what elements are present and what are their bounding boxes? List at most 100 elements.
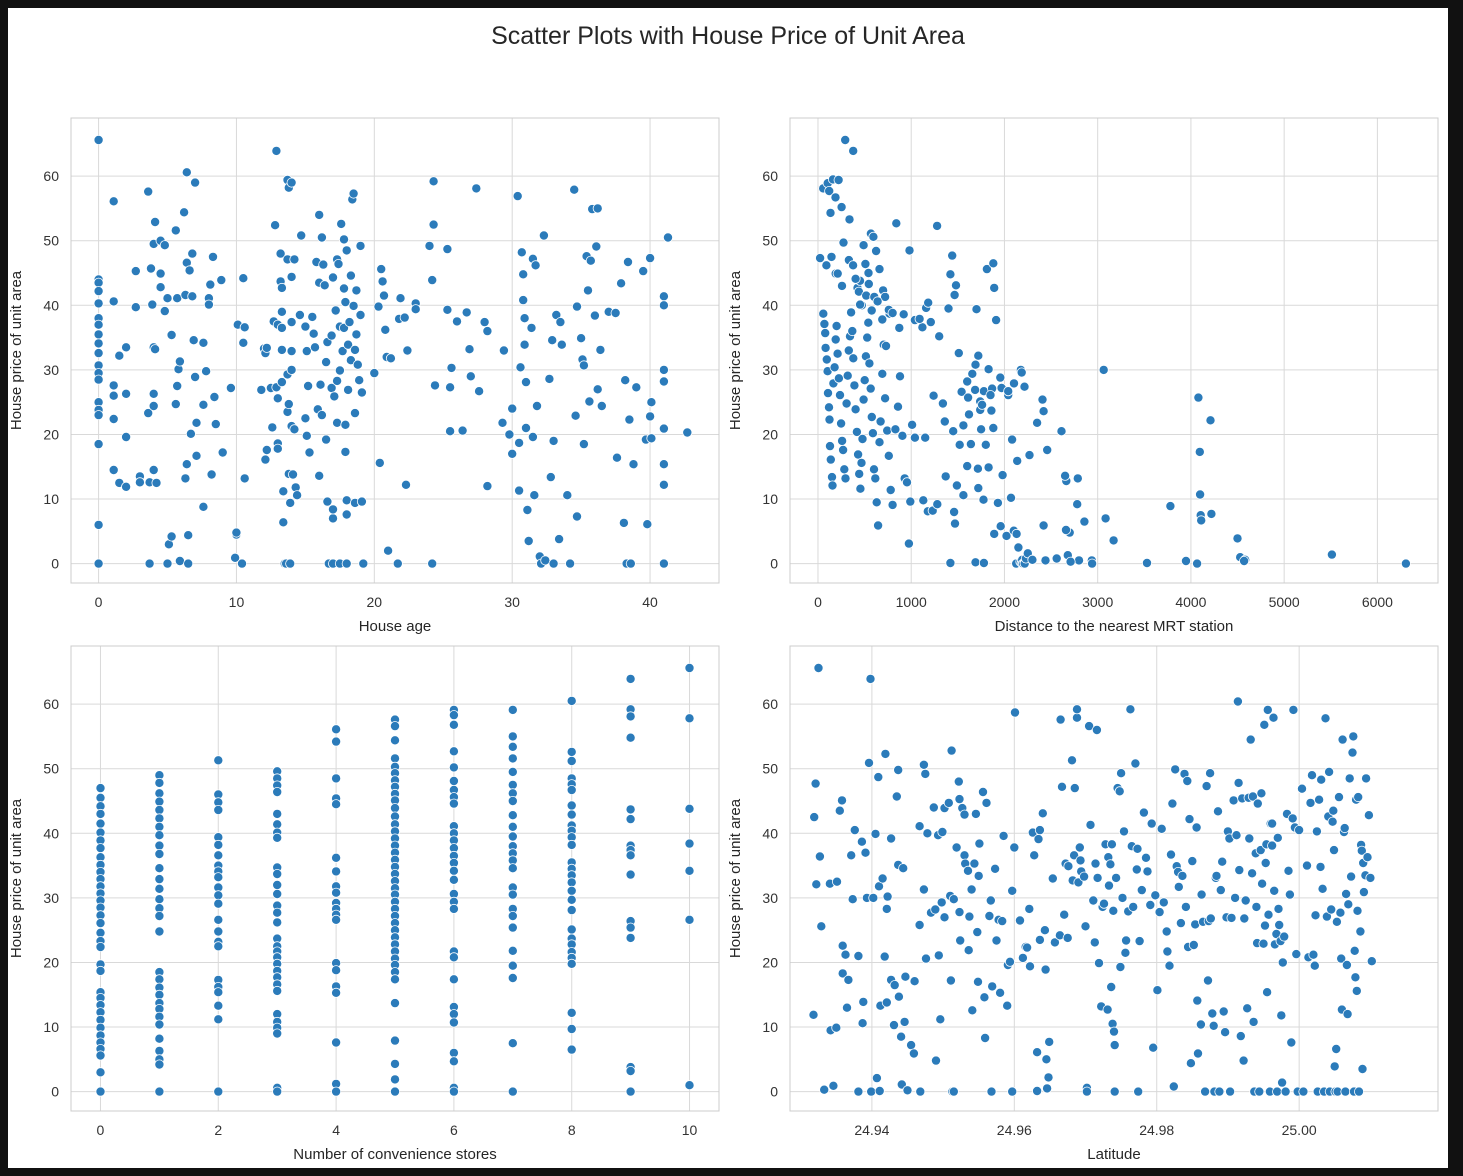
data-point <box>981 264 992 275</box>
data-point <box>1177 870 1188 881</box>
figure-title: Scatter Plots with House Price of Unit A… <box>491 22 965 50</box>
data-point <box>145 263 156 274</box>
data-point <box>928 390 939 401</box>
data-point <box>184 265 195 276</box>
data-point <box>925 317 936 328</box>
data-point <box>349 408 360 419</box>
data-point <box>1062 932 1073 943</box>
data-point <box>334 365 345 376</box>
data-point <box>830 334 841 345</box>
data-point <box>1108 535 1119 546</box>
data-point <box>154 894 165 905</box>
data-point <box>684 663 695 674</box>
data-point <box>1335 907 1346 918</box>
plot-frame <box>70 117 720 584</box>
data-point <box>321 357 332 368</box>
data-point <box>522 504 533 515</box>
data-point <box>1220 1027 1231 1038</box>
data-point <box>162 293 173 304</box>
data-point <box>355 309 366 320</box>
data-point <box>1130 758 1141 769</box>
data-point <box>825 207 836 218</box>
data-point <box>95 1067 106 1078</box>
data-point <box>108 413 119 424</box>
data-point <box>854 468 865 479</box>
data-point <box>953 776 964 787</box>
data-point <box>93 374 104 385</box>
x-tick-label: 30 <box>504 594 520 610</box>
data-point <box>198 337 209 348</box>
data-point <box>1156 823 1167 834</box>
data-point <box>1170 764 1181 775</box>
data-point <box>532 400 543 411</box>
data-point <box>1049 937 1060 948</box>
data-point <box>1007 434 1018 445</box>
plot-frame <box>789 645 1439 1112</box>
data-point <box>523 536 534 547</box>
data-point <box>964 911 975 922</box>
data-point <box>327 513 338 524</box>
data-point <box>1307 770 1318 781</box>
y-tick-label: 10 <box>43 491 59 507</box>
data-point <box>1251 901 1262 912</box>
data-point <box>1267 840 1278 851</box>
data-point <box>853 951 864 962</box>
data-point <box>874 264 885 275</box>
data-point <box>1294 825 1305 836</box>
data-point <box>93 410 104 421</box>
data-point <box>1291 949 1302 960</box>
data-point <box>843 345 854 356</box>
data-point <box>337 346 348 357</box>
data-point <box>154 1033 165 1044</box>
data-point <box>997 470 1008 481</box>
data-point <box>831 320 842 331</box>
data-point <box>684 838 695 849</box>
data-point <box>879 951 890 962</box>
data-point <box>376 264 387 275</box>
data-point <box>625 673 636 684</box>
data-point <box>1055 714 1066 725</box>
data-point <box>1344 773 1355 784</box>
data-point <box>1252 798 1263 809</box>
y-tick-label: 60 <box>762 168 778 184</box>
data-point <box>836 202 847 213</box>
data-point <box>507 731 518 742</box>
data-point <box>951 480 962 491</box>
data-point <box>905 496 916 507</box>
data-point <box>348 300 359 311</box>
data-point <box>1146 818 1157 829</box>
data-point <box>861 290 872 301</box>
data-point <box>1267 818 1278 829</box>
data-point <box>1187 856 1198 867</box>
data-point <box>895 371 906 382</box>
data-point <box>1072 473 1083 484</box>
data-point <box>272 393 283 404</box>
data-point <box>990 863 1001 874</box>
data-point <box>385 353 396 364</box>
data-point <box>93 439 104 450</box>
data-point <box>340 297 351 308</box>
data-point <box>572 511 583 522</box>
data-point <box>578 360 589 371</box>
data-point <box>958 490 969 501</box>
data-point <box>95 843 106 854</box>
data-point <box>270 220 281 231</box>
data-point <box>1276 1010 1287 1021</box>
data-point <box>846 307 857 318</box>
data-point <box>1091 725 1102 736</box>
data-point <box>1164 960 1175 971</box>
data-point <box>877 368 888 379</box>
data-point <box>1165 501 1176 512</box>
data-point <box>272 808 283 819</box>
data-point <box>824 414 835 425</box>
data-point <box>283 399 294 410</box>
data-point <box>877 873 888 884</box>
data-point <box>1087 558 1098 569</box>
data-point <box>356 496 367 507</box>
data-point <box>210 419 221 430</box>
data-point <box>358 558 369 569</box>
data-point <box>658 558 669 569</box>
data-point <box>1039 925 1050 936</box>
data-point <box>154 974 165 985</box>
data-point <box>589 310 600 321</box>
